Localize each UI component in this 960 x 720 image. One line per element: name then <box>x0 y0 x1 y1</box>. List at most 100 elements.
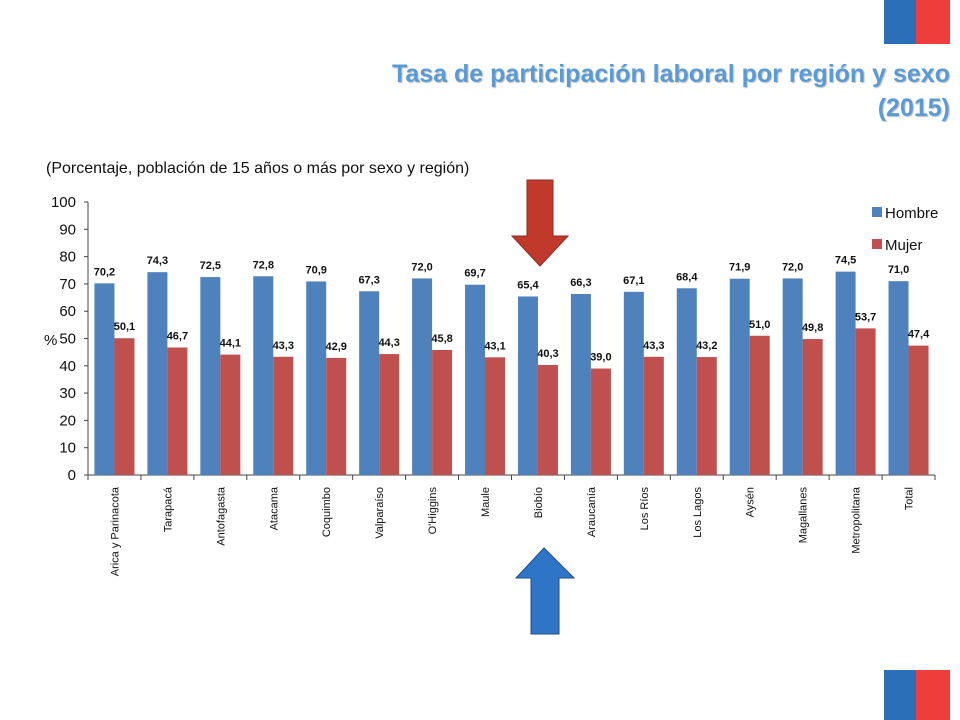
bar-mujer <box>379 354 400 475</box>
bar-mujer <box>485 357 506 475</box>
data-label-mujer: 45,8 <box>431 333 452 345</box>
bar-hombre <box>200 277 221 475</box>
data-label-mujer: 40,3 <box>537 348 558 360</box>
data-label-hombre: 70,9 <box>306 264 327 276</box>
data-label-mujer: 43,3 <box>273 340 294 352</box>
bar-hombre <box>623 291 644 475</box>
data-label-hombre: 65,4 <box>517 279 539 291</box>
page-title-year: (2015) <box>877 94 950 122</box>
y-tick-label: 90 <box>59 221 76 238</box>
x-tick-label: Coquimbo <box>321 487 333 537</box>
bar-mujer <box>855 328 876 475</box>
legend: Hombre Mujer <box>872 205 938 254</box>
bar-hombre <box>94 283 115 475</box>
bar-mujer <box>220 354 241 475</box>
y-tick-label: 60 <box>59 303 76 320</box>
bar-mujer <box>590 368 611 475</box>
data-label-mujer: 47,4 <box>908 329 930 341</box>
flag-logo-bottom <box>884 670 950 720</box>
data-label-mujer: 42,9 <box>326 341 347 353</box>
data-label-hombre: 69,7 <box>464 268 485 280</box>
data-label-mujer: 49,8 <box>802 322 823 334</box>
x-tick-label: Metropolitana <box>851 486 863 554</box>
chart-subtitle: (Porcentaje, población de 15 años o más … <box>46 160 470 177</box>
data-label-hombre: 71,0 <box>888 264 909 276</box>
bar-hombre <box>729 278 750 475</box>
data-label-mujer: 53,7 <box>855 311 876 323</box>
bar-mujer <box>114 338 135 475</box>
data-label-hombre: 71,9 <box>729 262 750 274</box>
y-tick-label: 100 <box>51 194 76 211</box>
x-tick-label: Los Lagos <box>692 487 704 538</box>
data-label-mujer: 46,7 <box>167 331 188 343</box>
bar-mujer <box>326 357 347 475</box>
data-label-hombre: 67,3 <box>358 274 379 286</box>
x-tick-label: Total <box>904 487 916 510</box>
bar-mujer <box>908 345 929 475</box>
data-label-hombre: 74,3 <box>147 255 168 267</box>
data-label-mujer: 44,3 <box>378 337 399 349</box>
y-tick-label: 70 <box>59 276 76 293</box>
bar-mujer <box>643 356 664 475</box>
x-tick-label: Los Ríos <box>639 487 651 531</box>
data-label-mujer: 51,0 <box>749 319 770 331</box>
down-arrow-icon <box>510 179 570 267</box>
x-tick-label: Magallanes <box>798 487 810 544</box>
bar-mujer <box>537 364 558 475</box>
data-label-hombre: 72,0 <box>411 261 432 273</box>
up-arrow-icon <box>514 547 576 635</box>
data-label-hombre: 72,0 <box>782 261 803 273</box>
data-label-hombre: 74,5 <box>835 255 856 267</box>
bar-mujer <box>749 335 770 475</box>
data-label-mujer: 43,1 <box>484 340 505 352</box>
legend-swatch-mujer <box>872 239 882 249</box>
data-label-hombre: 66,3 <box>570 277 591 289</box>
x-tick-label: Tarapacá <box>162 486 174 532</box>
page-title: Tasa de participación laboral por región… <box>391 60 950 88</box>
x-tick-label: Antofagasta <box>215 486 227 546</box>
x-tick-label: Arica y Parinacota <box>109 486 121 576</box>
bar-mujer <box>167 347 188 475</box>
bar-hombre <box>570 294 591 475</box>
bar-hombre <box>359 291 380 475</box>
bar-hombre <box>782 278 803 475</box>
data-label-hombre: 72,8 <box>253 259 274 271</box>
legend-label-hombre: Hombre <box>885 205 938 222</box>
y-axis-label: % <box>44 332 57 349</box>
data-label-mujer: 43,3 <box>643 340 664 352</box>
x-tick-label: Araucanía <box>586 486 598 537</box>
x-tick-label: Biobío <box>533 487 545 518</box>
bar-hombre <box>253 276 274 475</box>
data-label-hombre: 68,4 <box>676 271 698 283</box>
data-label-mujer: 44,1 <box>220 338 241 350</box>
bar-mujer <box>802 339 823 475</box>
bar-hombre <box>676 288 697 475</box>
bar-mujer <box>696 357 717 475</box>
x-tick-label: Atacama <box>268 486 280 530</box>
bar-hombre <box>517 296 538 475</box>
bar-mujer <box>273 356 294 475</box>
bar-hombre <box>306 281 327 475</box>
y-tick-label: 20 <box>59 412 76 429</box>
x-tick-label: Maule <box>480 487 492 517</box>
data-label-mujer: 43,2 <box>696 340 717 352</box>
y-tick-label: 40 <box>59 358 76 375</box>
bar-mujer <box>432 349 453 475</box>
bar-hombre <box>888 281 909 475</box>
y-tick-label: 0 <box>68 467 76 484</box>
data-label-mujer: 39,0 <box>590 352 611 364</box>
flag-logo-top <box>884 0 950 44</box>
y-tick-label: 10 <box>59 440 76 457</box>
bar-hombre <box>147 272 168 475</box>
legend-swatch-hombre <box>872 207 882 217</box>
data-label-mujer: 50,1 <box>114 321 135 333</box>
bar-hombre <box>465 284 486 475</box>
y-tick-label: 30 <box>59 385 76 402</box>
y-tick-label: 80 <box>59 249 76 266</box>
data-label-hombre: 67,1 <box>623 275 644 287</box>
data-label-hombre: 70,2 <box>94 266 115 278</box>
y-tick-label: 50 <box>59 331 76 348</box>
x-tick-label: Valparaíso <box>374 487 386 539</box>
bar-hombre <box>835 271 856 475</box>
